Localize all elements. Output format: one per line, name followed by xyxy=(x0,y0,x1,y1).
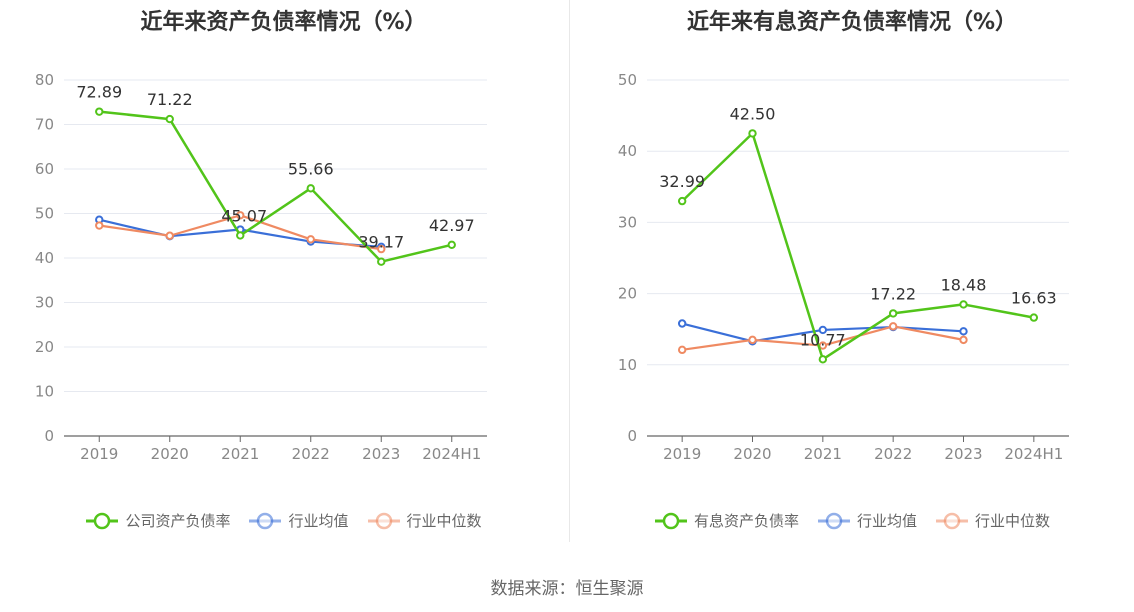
x-tick-label: 2022 xyxy=(292,445,330,463)
data-label: 10.77 xyxy=(800,330,846,349)
data-point xyxy=(236,211,245,220)
chart-legend: 有息资产负债率 行业均值 行业中位数 xyxy=(570,510,1134,531)
y-tick-label: 30 xyxy=(35,294,54,312)
data-point xyxy=(748,129,757,138)
data-point xyxy=(236,231,245,240)
chart-title: 近年来有息资产负债率情况（%） xyxy=(686,10,1018,35)
y-tick-label: 70 xyxy=(35,116,54,134)
data-point xyxy=(959,327,968,336)
data-point xyxy=(447,240,456,249)
data-point xyxy=(95,107,104,116)
chart-title: 近年来资产负债率情况（%） xyxy=(140,10,427,35)
x-tick-label: 2021 xyxy=(221,445,259,463)
data-point xyxy=(677,319,687,328)
x-tick-label: 2019 xyxy=(663,445,701,463)
legend-label: 行业均值 xyxy=(288,512,349,530)
legend-swatch-icon xyxy=(936,512,968,529)
legend-label: 行业中位数 xyxy=(975,512,1051,530)
legend-item[interactable]: 公司资产负债率 xyxy=(85,510,230,531)
data-point xyxy=(818,355,828,364)
data-point xyxy=(959,335,968,345)
legend-swatch-icon xyxy=(367,512,400,529)
panel-divider xyxy=(569,0,570,542)
data-label: 32.99 xyxy=(659,172,705,191)
series-line xyxy=(681,132,1035,361)
chart-panel-debt-ratio: 近年来资产负债率情况（%） 0 10 20 30 40 50 60 70 80 2019 2020 2… xyxy=(0,0,567,560)
x-tick-label: 2023 xyxy=(944,445,982,463)
legend-swatch-icon xyxy=(654,512,687,529)
data-label: 18.48 xyxy=(941,275,987,294)
legend-item[interactable]: 有息资产负债率 xyxy=(654,510,799,531)
data-source-note: 数据来源：恒生聚源 xyxy=(490,579,644,599)
data-label: 42.50 xyxy=(730,104,776,123)
series-line xyxy=(99,110,453,263)
legend-swatch-icon xyxy=(249,512,282,529)
data-point xyxy=(888,309,898,318)
data-label: 39.17 xyxy=(358,233,404,252)
x-tick-label: 2023 xyxy=(362,445,400,463)
y-tick-label: 10 xyxy=(618,356,637,374)
chart-legend: 公司资产负债率 行业均值 行业中位数 xyxy=(0,510,567,531)
y-tick-label: 0 xyxy=(44,427,54,445)
data-point xyxy=(1029,313,1039,322)
x-tick-label: 2020 xyxy=(151,445,189,463)
data-point xyxy=(377,244,386,254)
data-point xyxy=(888,322,898,331)
x-tick-label: 2024H1 xyxy=(422,445,481,463)
chart-panel-interest-debt-ratio: 近年来有息资产负债率情况（%） 0 10 20 30 40 50 2019 2020 2021 2… xyxy=(570,0,1134,560)
data-point xyxy=(95,221,104,230)
legend-label: 公司资产负债率 xyxy=(125,512,231,530)
data-point xyxy=(677,196,687,206)
data-point xyxy=(306,184,315,193)
data-point xyxy=(306,235,315,244)
legend-label: 有息资产负债率 xyxy=(693,512,799,530)
data-point xyxy=(818,325,828,335)
x-tick-label: 2020 xyxy=(733,445,771,463)
data-label: 45.07 xyxy=(221,206,267,225)
legend-item[interactable]: 行业均值 xyxy=(248,510,349,531)
legend-swatch-icon xyxy=(817,512,850,529)
legend-label: 行业均值 xyxy=(856,512,917,530)
y-tick-label: 80 xyxy=(35,71,54,89)
legend-item[interactable]: 行业中位数 xyxy=(367,510,482,531)
y-tick-label: 10 xyxy=(35,383,54,401)
y-tick-label: 20 xyxy=(618,285,637,303)
legend-swatch-icon xyxy=(86,512,119,529)
legend-item[interactable]: 行业均值 xyxy=(817,510,917,531)
legend-item[interactable]: 行业中位数 xyxy=(935,510,1050,531)
data-label: 17.22 xyxy=(870,284,916,303)
data-point xyxy=(677,345,687,355)
data-label: 55.66 xyxy=(288,159,334,178)
x-tick-label: 2019 xyxy=(80,445,118,463)
data-point xyxy=(165,114,174,124)
y-tick-label: 50 xyxy=(618,71,637,89)
y-tick-label: 60 xyxy=(35,160,54,178)
y-tick-label: 0 xyxy=(627,427,637,445)
chart-svg-interest-debt-ratio: 0 10 20 30 40 50 2019 2020 2021 2022 2023 2024H1 32.… xyxy=(618,71,1069,463)
y-tick-label: 30 xyxy=(618,213,637,231)
y-tick-label: 40 xyxy=(618,142,637,160)
y-tick-label: 50 xyxy=(35,205,54,223)
y-tick-label: 40 xyxy=(35,249,54,267)
data-point xyxy=(165,231,174,240)
x-tick-label: 2024H1 xyxy=(1004,445,1063,463)
data-label: 42.97 xyxy=(429,216,475,235)
data-label: 72.89 xyxy=(76,83,122,102)
y-tick-label: 20 xyxy=(35,338,54,356)
data-label: 71.22 xyxy=(147,90,193,109)
data-label: 16.63 xyxy=(1011,289,1057,308)
x-tick-label: 2022 xyxy=(874,445,912,463)
chart-svg-debt-ratio: 0 10 20 30 40 50 60 70 80 2019 2020 2021 2022 2023 202… xyxy=(35,71,487,463)
x-tick-label: 2021 xyxy=(804,445,842,463)
data-point xyxy=(748,335,757,345)
data-point xyxy=(377,257,386,266)
legend-label: 行业中位数 xyxy=(406,512,482,530)
data-point xyxy=(959,300,968,309)
